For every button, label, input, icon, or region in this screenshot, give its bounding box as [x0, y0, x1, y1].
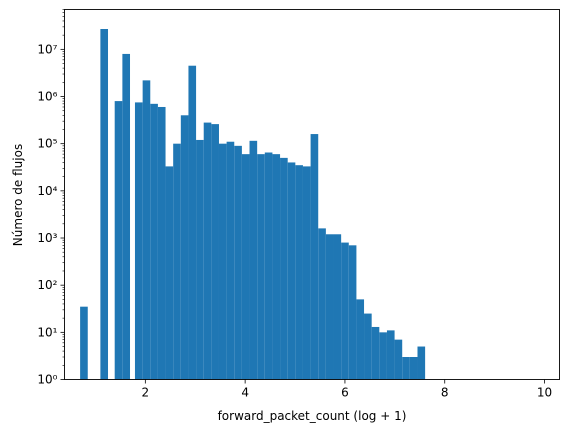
histogram-bar — [272, 154, 281, 380]
x-tick-label: 8 — [441, 386, 449, 400]
histogram-bar — [142, 80, 151, 380]
histogram-bar — [257, 154, 265, 380]
y-tick-label: 10⁰ — [37, 373, 57, 387]
histogram-bar — [173, 143, 181, 380]
histogram-bar — [249, 140, 258, 380]
histogram-bar — [417, 346, 426, 380]
histogram-bar — [402, 357, 410, 380]
x-axis: 2 4 6 8 10 — [142, 379, 552, 400]
histogram-bar — [280, 157, 288, 380]
y-tick-label: 10³ — [37, 231, 57, 245]
histogram-bar — [318, 228, 326, 380]
x-tick-label: 4 — [241, 386, 249, 400]
y-tick-label: 10⁷ — [37, 42, 57, 56]
histogram-bar — [134, 102, 143, 380]
histogram-bar — [287, 162, 296, 380]
plot-frame — [64, 9, 560, 380]
histogram-bar — [203, 122, 212, 380]
histogram-bar — [218, 143, 227, 380]
histogram-bar — [356, 299, 365, 380]
x-tick-label: 6 — [341, 386, 349, 400]
y-tick-label: 10⁵ — [37, 137, 57, 151]
histogram-bar — [241, 154, 250, 380]
y-tick-label: 10² — [37, 278, 57, 292]
histogram-bar — [371, 326, 380, 380]
histogram-bar — [80, 306, 88, 380]
histogram-bar — [188, 65, 197, 380]
histogram-bar — [180, 115, 189, 380]
histogram-bar — [386, 330, 395, 380]
histogram-bar — [295, 165, 303, 380]
histogram-bar — [211, 124, 219, 380]
histogram-bar — [379, 332, 387, 380]
histogram-bar — [264, 152, 273, 380]
histogram-bar — [341, 242, 349, 380]
histogram-bar — [394, 339, 403, 380]
histogram-bar — [234, 145, 242, 380]
histogram-bar — [409, 357, 418, 380]
histogram-bar — [100, 29, 109, 380]
histogram-bar — [114, 101, 123, 380]
y-tick-label: 10¹ — [37, 325, 57, 339]
histogram-bar — [364, 313, 372, 380]
histogram-bar — [122, 53, 131, 380]
bars-group — [80, 29, 426, 380]
x-tick-label: 10 — [537, 386, 552, 400]
y-tick-label: 10⁶ — [37, 90, 57, 104]
y-axis-label: Número de flujos — [11, 144, 25, 246]
histogram-bar — [333, 234, 342, 380]
histogram-bar — [196, 139, 204, 380]
histogram-bar — [325, 234, 334, 380]
histogram-bar — [150, 103, 158, 380]
y-axis: 10⁰ 10¹ 10² 10³ 10⁴ 10⁵ 10⁶ 10⁷ — [37, 9, 65, 387]
y-tick-label: 10⁴ — [37, 184, 57, 198]
histogram-bar — [348, 245, 357, 380]
histogram-bar — [226, 141, 235, 380]
histogram-bar — [302, 166, 311, 380]
histogram-bar — [157, 106, 166, 380]
histogram-bar — [165, 166, 174, 380]
x-axis-label: forward_packet_count (log + 1) — [218, 409, 407, 423]
histogram-bar — [310, 134, 319, 380]
x-tick-label: 2 — [142, 386, 150, 400]
